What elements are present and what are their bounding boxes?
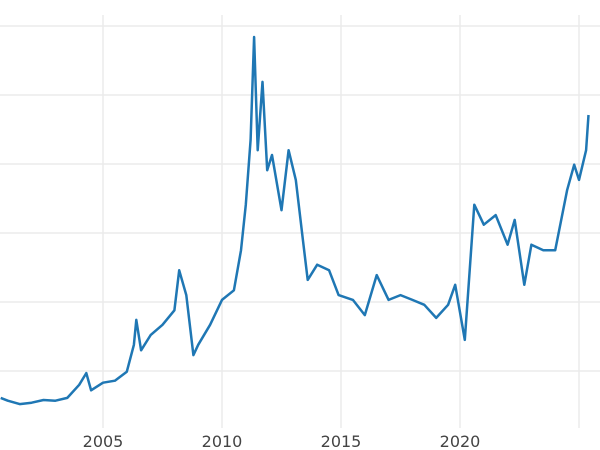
x-tick-label: 2005 [83, 432, 124, 450]
series-line [0, 35, 590, 406]
x-tick-label: 2020 [440, 432, 481, 450]
series-group [0, 35, 590, 406]
x-axis-ticks: 2005 2010 2015 2020 [83, 432, 481, 450]
grid [0, 15, 600, 428]
x-tick-label: 2010 [202, 432, 243, 450]
x-tick-label: 2015 [321, 432, 362, 450]
